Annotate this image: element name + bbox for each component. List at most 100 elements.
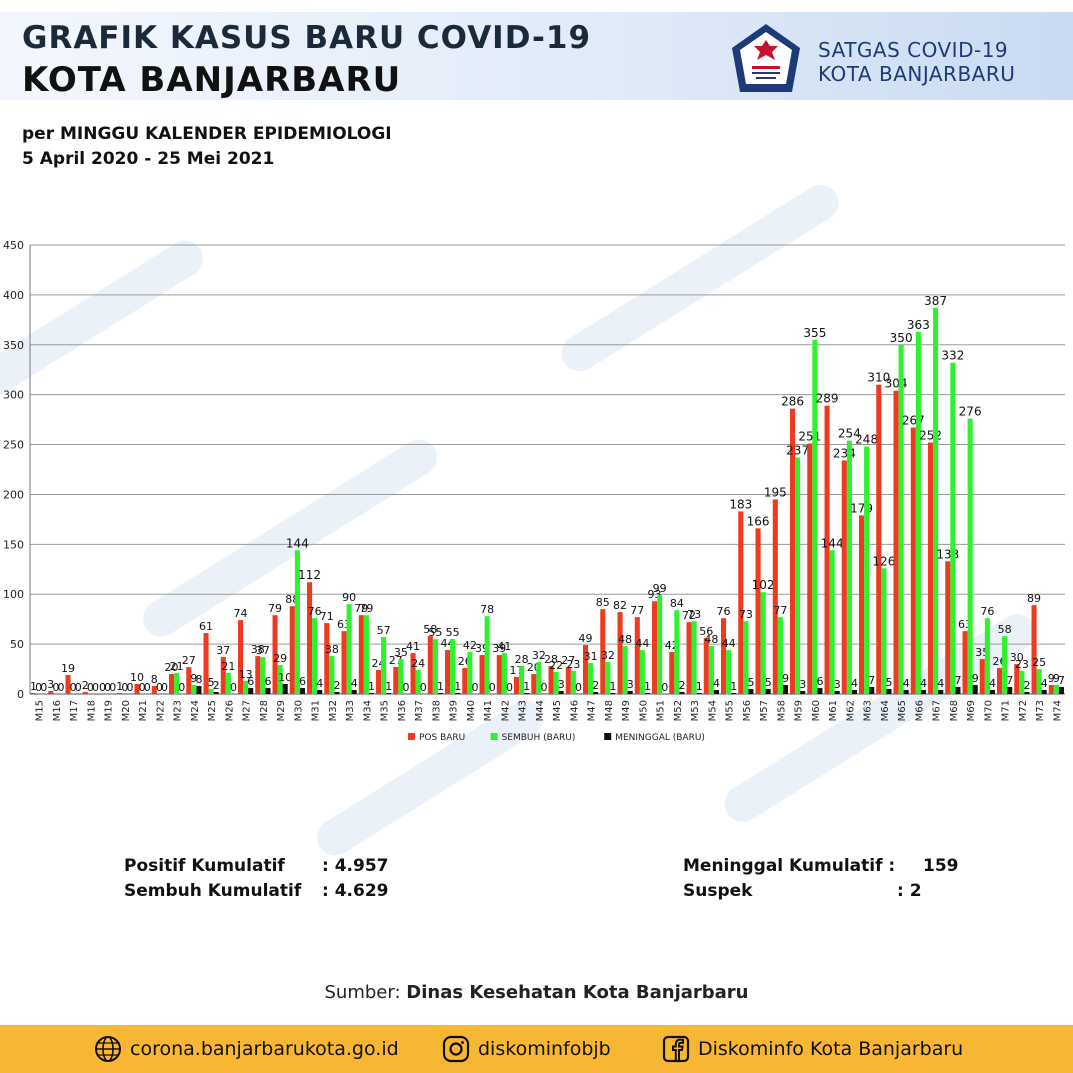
data-label: 58 [998, 623, 1012, 636]
bar-pos [324, 623, 330, 694]
data-label: 4 [937, 677, 944, 690]
x-tick-label: M33 [345, 700, 356, 721]
x-tick-label: M20 [121, 700, 132, 721]
data-label: 32 [601, 649, 615, 662]
stat-meninggal-label: Meninggal Kumulatif : [683, 856, 896, 876]
x-tick-label: M47 [587, 700, 598, 721]
data-label: 42 [463, 639, 477, 652]
data-label: 248 [855, 433, 878, 447]
bar-sembuh [415, 670, 421, 694]
data-label: 29 [273, 652, 287, 665]
bar-meninggal [317, 690, 323, 694]
bar-pos [548, 666, 554, 694]
bar-pos [220, 657, 226, 694]
data-label: 6 [264, 675, 271, 688]
data-label: 32 [532, 649, 546, 662]
x-tick-label: M19 [104, 700, 115, 721]
x-tick-label: M71 [1001, 700, 1012, 721]
bar-pos [65, 675, 71, 694]
y-tick-label: 150 [3, 538, 24, 551]
bar-meninggal [386, 693, 392, 694]
bar-sembuh [277, 665, 283, 694]
bar-sembuh [501, 653, 507, 694]
bar-sembuh [294, 550, 300, 694]
x-tick-label: M72 [1018, 700, 1029, 721]
data-label: 0 [230, 681, 237, 694]
footer-facebook-link[interactable]: Diskominfo Kota Banjarbaru [662, 1035, 963, 1063]
bar-pos [824, 405, 830, 694]
bar-pos [634, 617, 640, 694]
data-label: 85 [596, 596, 610, 609]
footer-website-link[interactable]: corona.banjarbarukota.go.id [94, 1035, 399, 1063]
subtitle-line1: per MINGGU KALENDER EPIDEMIOLOGI [22, 124, 392, 144]
x-tick-label: M56 [742, 700, 753, 721]
y-tick-label: 400 [3, 289, 24, 302]
data-label: 0 [489, 681, 496, 694]
data-label: 0 [540, 681, 547, 694]
globe-icon [95, 1036, 121, 1062]
data-label: 55 [446, 626, 460, 639]
footer-facebook: Diskominfo Kota Banjarbaru [698, 1038, 964, 1060]
y-tick-label: 250 [3, 439, 24, 452]
x-tick-label: M42 [500, 700, 511, 721]
data-label: 310 [867, 371, 890, 385]
data-label: 77 [773, 604, 787, 617]
data-label: 30 [1010, 651, 1024, 664]
data-label: 1 [454, 680, 461, 693]
data-label: 144 [286, 536, 309, 550]
data-label: 21 [221, 660, 235, 673]
bar-pos [945, 561, 951, 694]
data-label: 304 [885, 377, 908, 391]
bar-sembuh [950, 362, 956, 694]
data-label: 355 [803, 326, 826, 340]
legend-swatch [490, 733, 498, 740]
subtitle-line2: 5 April 2020 - 25 Mei 2021 [22, 149, 275, 169]
data-label: 22 [549, 659, 563, 672]
data-label: 9 [972, 672, 979, 685]
data-label: 4 [989, 677, 996, 690]
data-label: 6 [816, 675, 823, 688]
bar-sembuh [605, 662, 611, 694]
bar-pos [151, 686, 157, 694]
data-label: 73 [739, 608, 753, 621]
data-label: 126 [872, 554, 895, 568]
bar-sembuh [467, 652, 473, 694]
data-label: 4 [1041, 677, 1048, 690]
bar-sembuh [243, 681, 249, 694]
bar-meninggal [1024, 692, 1030, 694]
bar-pos [686, 622, 692, 694]
data-label: 84 [670, 597, 684, 610]
data-label: 251 [798, 430, 821, 444]
bar-pos [203, 633, 209, 694]
data-label: 28 [544, 653, 558, 666]
data-label: 4 [316, 677, 323, 690]
data-label: 3 [558, 678, 565, 691]
org-line1: SATGAS COVID-19 [818, 38, 1009, 62]
bar-sembuh [795, 457, 801, 694]
data-label: 10 [130, 671, 144, 684]
x-tick-label: M51 [656, 700, 667, 721]
x-tick-label: M64 [880, 700, 891, 721]
bar-sembuh [191, 685, 197, 694]
bar-meninggal [834, 691, 840, 694]
bar-pos [272, 615, 278, 694]
x-tick-label: M48 [604, 700, 615, 721]
data-label: 4 [851, 677, 858, 690]
footer-instagram-link[interactable]: diskominfobjb [442, 1035, 611, 1063]
data-label: 0 [109, 681, 116, 694]
data-label: 102 [752, 578, 775, 592]
x-tick-label: M62 [845, 700, 856, 721]
data-label: 73 [687, 608, 701, 621]
data-label: 2 [82, 679, 89, 692]
bar-meninggal [558, 691, 564, 694]
satgas-logo-icon [732, 24, 800, 92]
bar-sembuh [570, 671, 576, 694]
data-label: 9 [1048, 672, 1055, 685]
bar-sembuh [484, 616, 490, 694]
bar-pos [427, 636, 433, 694]
data-label: 183 [729, 497, 752, 511]
bar-pos [341, 631, 347, 694]
data-label: 350 [890, 331, 913, 345]
bar-sembuh [967, 418, 973, 694]
stat-sembuh-value: : 4.629 [322, 881, 389, 901]
